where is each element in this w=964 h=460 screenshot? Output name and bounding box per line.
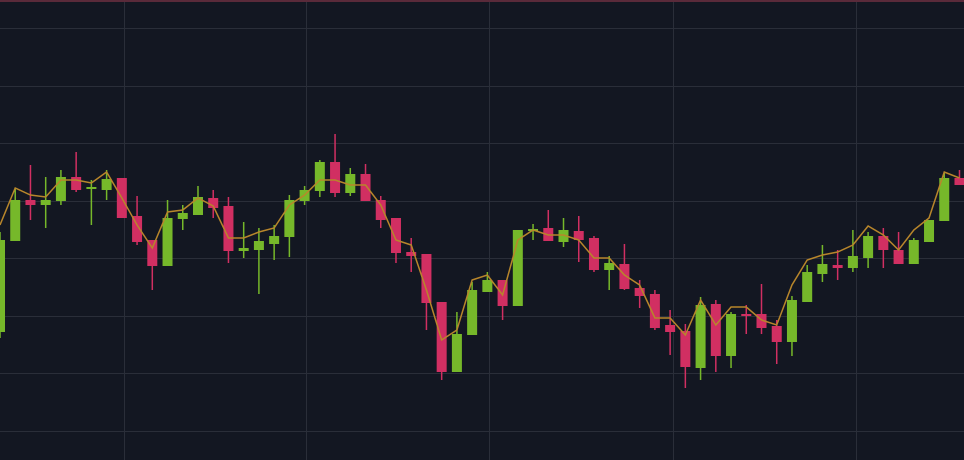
candle-body [649, 294, 660, 328]
candle-body [253, 241, 264, 250]
candle-body [695, 305, 706, 368]
candle-body [0, 240, 5, 332]
candle-body [345, 174, 356, 193]
candle-body [756, 314, 767, 328]
candle-body [208, 198, 219, 208]
candle-body [924, 220, 935, 242]
moving-average [0, 170, 960, 342]
candle-body [878, 236, 889, 250]
candle-body [162, 218, 173, 266]
candle-body [10, 200, 21, 241]
candle-body [192, 197, 203, 215]
candle-body [177, 213, 188, 219]
candle-body [634, 288, 645, 296]
candle-body [726, 314, 737, 356]
candle-body [573, 231, 584, 240]
candle-body [330, 162, 341, 193]
candle-body [86, 187, 97, 189]
candle-body [802, 272, 813, 302]
candle-body [71, 177, 82, 190]
candle-body [893, 250, 904, 264]
candle-body [771, 326, 782, 342]
candle-body [467, 290, 478, 335]
candle-body [908, 240, 919, 264]
vertical-grid [124, 0, 857, 460]
candle-body [482, 280, 493, 292]
candle-body [741, 314, 752, 316]
candle-body [710, 304, 721, 356]
candle-body [390, 218, 401, 253]
candle-body [284, 200, 295, 237]
candle-body [375, 200, 386, 220]
candle-body [817, 264, 828, 274]
candle-body [269, 236, 280, 244]
candle-body [786, 300, 797, 342]
candle-body [132, 216, 143, 242]
candle-body [863, 236, 874, 258]
candle-body [101, 179, 112, 190]
candle-body [954, 178, 964, 185]
candle-body [680, 331, 691, 367]
candle-body [832, 265, 843, 268]
candle-body [939, 178, 950, 221]
candle-body [40, 200, 51, 205]
candle-body [421, 254, 432, 303]
candle-body [147, 240, 158, 266]
candle-body [665, 325, 676, 332]
candle-body [847, 256, 858, 268]
candle-body [406, 252, 417, 256]
candle-body [512, 230, 523, 306]
candle-body [238, 248, 249, 251]
candle-body [604, 263, 615, 270]
candle-body [451, 334, 462, 372]
candle-body [223, 206, 234, 251]
candle-body [558, 230, 569, 242]
candle-body [436, 302, 447, 372]
candle-body [314, 162, 325, 191]
candle-body [619, 264, 630, 289]
candle-body [360, 174, 371, 201]
candle-body [25, 200, 36, 205]
candle-body [588, 238, 599, 270]
candle-body [55, 177, 66, 201]
